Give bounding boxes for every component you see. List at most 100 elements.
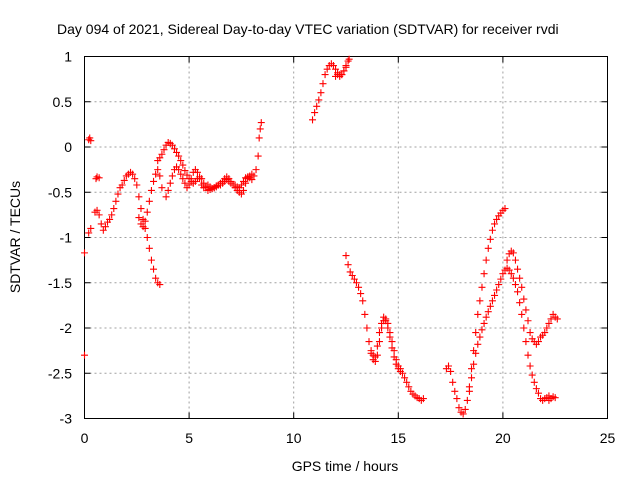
data-point xyxy=(482,313,490,321)
data-point xyxy=(499,270,507,278)
x-tick-label: 15 xyxy=(391,430,407,446)
data-point xyxy=(248,176,256,184)
y-axis-label: SDTVAR / TECUs xyxy=(7,181,23,293)
data-point xyxy=(509,274,517,282)
data-point xyxy=(193,168,201,176)
data-point xyxy=(154,166,162,174)
data-point xyxy=(541,329,549,337)
data-point xyxy=(345,55,353,63)
data-point xyxy=(396,367,404,375)
data-point xyxy=(388,344,396,352)
data-point xyxy=(478,326,486,334)
data-point xyxy=(332,65,340,73)
data-point xyxy=(156,172,164,180)
data-point xyxy=(491,220,499,228)
x-axis-label: GPS time / hours xyxy=(292,458,399,474)
data-point xyxy=(520,324,528,332)
data-point xyxy=(181,179,189,187)
data-point xyxy=(237,181,245,189)
data-point xyxy=(386,333,394,341)
data-point xyxy=(317,89,325,97)
data-point xyxy=(250,172,258,180)
data-point xyxy=(158,150,166,158)
data-point xyxy=(147,256,155,264)
data-point xyxy=(95,174,103,182)
data-point xyxy=(524,351,532,359)
data-point xyxy=(474,340,482,348)
data-point xyxy=(401,374,409,382)
data-point xyxy=(311,109,319,117)
data-point xyxy=(95,211,103,219)
data-point xyxy=(160,146,168,154)
data-point xyxy=(486,302,494,310)
data-point xyxy=(118,181,126,189)
data-point xyxy=(375,329,383,337)
data-point xyxy=(484,244,492,252)
data-point xyxy=(87,137,95,145)
data-point xyxy=(156,281,164,289)
data-point xyxy=(170,145,178,153)
data-point xyxy=(239,186,247,194)
data-point xyxy=(183,171,191,179)
data-point xyxy=(133,181,141,189)
data-point xyxy=(346,268,354,276)
data-point xyxy=(93,206,101,214)
x-tick-label: 25 xyxy=(600,430,616,446)
data-point xyxy=(516,299,524,307)
data-point xyxy=(491,291,499,299)
data-point xyxy=(162,193,170,201)
data-point xyxy=(514,265,522,273)
data-point xyxy=(344,261,352,269)
data-point xyxy=(321,71,329,79)
data-point xyxy=(108,211,116,219)
data-point xyxy=(528,371,536,379)
data-point xyxy=(488,226,496,234)
axis-ticks xyxy=(84,56,608,419)
data-point xyxy=(350,275,358,283)
data-point xyxy=(405,383,413,391)
data-point xyxy=(355,283,363,291)
data-point xyxy=(384,324,392,332)
data-point xyxy=(81,351,88,359)
data-point xyxy=(139,223,147,231)
data-point xyxy=(175,152,183,160)
data-point xyxy=(177,170,185,178)
data-point xyxy=(309,116,317,124)
data-point xyxy=(352,279,360,287)
data-point xyxy=(196,175,204,183)
data-point xyxy=(526,329,534,337)
data-point xyxy=(365,338,373,346)
data-point xyxy=(505,266,513,274)
data-point xyxy=(484,308,492,316)
data-point xyxy=(501,205,509,213)
data-point xyxy=(158,184,166,192)
data-point xyxy=(101,223,109,231)
data-point xyxy=(520,295,528,303)
y-tick-label: 1 xyxy=(64,49,72,65)
data-point xyxy=(338,71,346,79)
data-point xyxy=(177,157,185,165)
data-point xyxy=(488,297,496,305)
data-point xyxy=(145,197,153,205)
y-tick-labels: 1 0.5 0 -0.5 -1 -1.5 -2 -2.5 -3 xyxy=(48,49,72,427)
data-point xyxy=(371,353,379,361)
data-point xyxy=(514,288,522,296)
data-point xyxy=(323,65,331,73)
data-point xyxy=(179,175,187,183)
data-point xyxy=(474,310,482,318)
data-point xyxy=(143,234,151,241)
data-point xyxy=(164,186,172,194)
data-point xyxy=(239,177,247,185)
data-point xyxy=(168,172,176,180)
data-point xyxy=(150,265,158,273)
data-point xyxy=(547,315,555,323)
data-point xyxy=(468,374,476,382)
data-point xyxy=(173,148,181,156)
data-point xyxy=(187,175,195,183)
data-point xyxy=(522,338,530,346)
data-point xyxy=(357,290,365,298)
data-point xyxy=(319,80,327,88)
data-point xyxy=(463,396,471,404)
grid-lines xyxy=(84,56,608,419)
x-tick-label: 0 xyxy=(81,430,89,446)
